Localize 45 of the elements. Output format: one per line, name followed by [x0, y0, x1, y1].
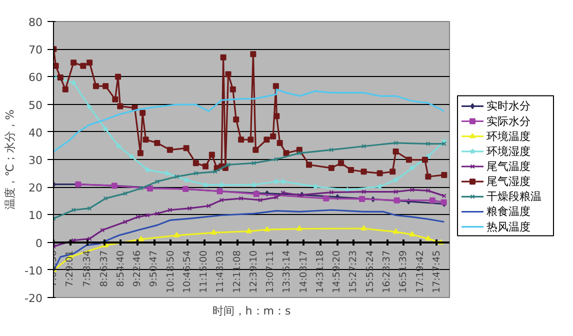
legend-label: 环境湿度 [486, 144, 530, 158]
y-tick-label: 50 [28, 98, 43, 112]
x-tick-label: 13:07:11 [265, 250, 276, 293]
legend-label: 尾气湿度 [486, 175, 530, 188]
x-tick-label: 13:35:14 [282, 250, 293, 293]
y-axis-title: 温度，℃；水分，% [4, 110, 17, 210]
legend-label: 环境温度 [486, 130, 530, 143]
y-tick-label: 10 [28, 209, 43, 222]
x-tick-label: 9:22:46 [132, 250, 144, 287]
x-tick-label: 17:19:42 [414, 250, 426, 293]
x-tick-label: 14:59:20 [332, 250, 343, 293]
legend-label: 粮食温度 [486, 205, 530, 218]
y-tick-label: 30 [28, 154, 43, 167]
x-tick-label: 16:51:39 [398, 250, 410, 293]
x-tick-label: 11:15:00 [198, 250, 210, 293]
legend-label: 热风温度 [486, 220, 530, 234]
legend-label: 干燥段粮温 [486, 190, 542, 204]
x-tick-label: 8:54:40 [115, 250, 126, 287]
y-tick-label: 70 [28, 44, 43, 57]
legend-label: 尾气温度 [486, 160, 530, 173]
x-tick-label: 14:03:17 [298, 250, 310, 293]
x-tick-label: 10:18:50 [165, 250, 176, 293]
y-tick-label: 60 [28, 71, 43, 84]
x-tick-label: 10:46:54 [182, 250, 193, 293]
x-tick-label: 9:50:47 [148, 250, 160, 287]
x-tick-label: 8:26:37 [98, 250, 110, 287]
x-axis-title: 时间，h：m：s [212, 304, 291, 318]
x-tick-label: 14:31:18 [314, 250, 326, 293]
y-tick-label: -20 [24, 292, 42, 305]
x-tick-label: 7:29:01 [64, 250, 76, 287]
x-tick-label: 12:39:10 [248, 250, 260, 293]
y-tick-label: 0 [36, 236, 42, 250]
x-tick-label: 17:47:45 [431, 250, 442, 293]
x-tick-label: 7:58:34 [82, 250, 94, 287]
y-tick-label: 80 [28, 16, 43, 29]
y-tick-label: 40 [28, 126, 43, 140]
y-tick-label: 20 [28, 182, 43, 195]
x-tick-label: 16:23:37 [382, 250, 393, 293]
x-tick-label: 11:43:03 [215, 250, 226, 293]
y-tick-label: -10 [24, 264, 42, 278]
x-tick-label: 15:27:23 [348, 250, 360, 293]
x-tick-label: 15:55:24 [364, 250, 376, 293]
legend-label: 实际水分 [486, 114, 530, 128]
x-tick-label: 12:11:08 [232, 250, 243, 293]
legend-label: 实时水分 [486, 100, 530, 113]
